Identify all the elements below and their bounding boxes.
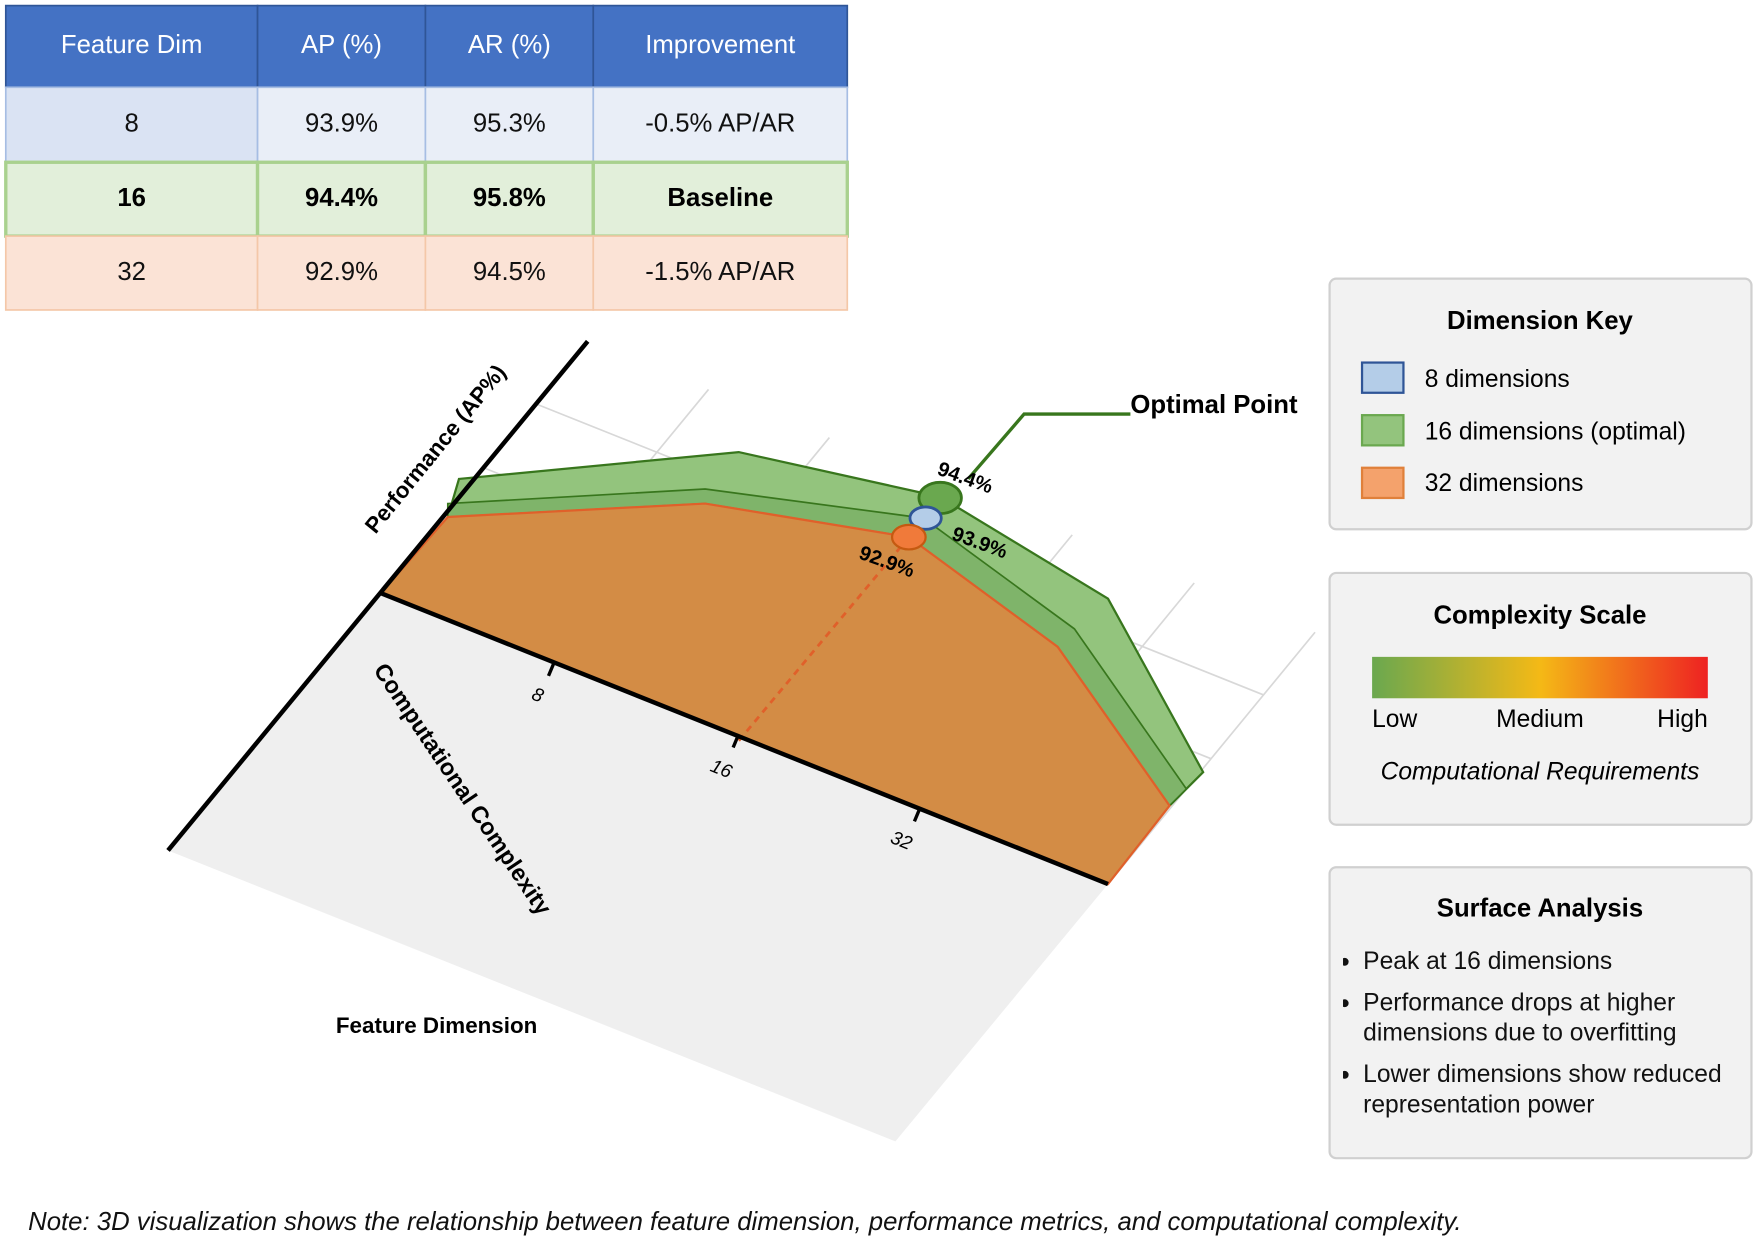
legend-label: 32 dimensions — [1425, 470, 1584, 497]
panel-title: Dimension Key — [1447, 307, 1633, 335]
bullet: Performance drops at higher dimensions d… — [1363, 987, 1746, 1047]
dimension-key-panel: Dimension Key 8 dimensions 16 dimensions… — [1328, 277, 1753, 531]
legend-swatch — [1360, 414, 1405, 447]
point-32 — [890, 523, 927, 551]
point-8 — [908, 505, 943, 531]
table-cell — [256, 4, 427, 89]
legend-swatch — [1360, 361, 1405, 394]
callout-label: Optimal Point — [1130, 391, 1298, 419]
scale-caption: Computational Requirements — [1381, 759, 1700, 786]
cell-text: -1.5% AP/AR — [645, 258, 795, 286]
table-cell — [4, 4, 259, 89]
cell-text: 8 — [125, 110, 139, 138]
scale-label: Low — [1372, 706, 1417, 733]
cell-text: 93.9% — [305, 110, 378, 138]
cell-text: 16 — [117, 184, 146, 212]
gradient-bar — [1372, 656, 1708, 699]
callout-line — [966, 412, 1131, 481]
axis-ticks — [546, 661, 922, 823]
panel — [1328, 277, 1753, 531]
bullet: Lower dimensions show reduced representa… — [1363, 1059, 1746, 1119]
panel-title: Surface Analysis — [1437, 895, 1643, 923]
scale-label: Medium — [1496, 706, 1584, 733]
cell-text: -0.5% AP/AR — [645, 110, 795, 138]
legend-label: 8 dimensions — [1425, 366, 1570, 393]
table-cell — [256, 235, 427, 311]
cell-text: 95.3% — [473, 110, 546, 138]
feature-axis — [379, 591, 1109, 887]
cell-text: 95.8% — [473, 184, 546, 212]
3d-plot: 8 16 32 Performance (AP%) Computational … — [166, 339, 1316, 1142]
table-cell — [255, 160, 428, 238]
cell-text: 32 — [117, 258, 146, 286]
bullet: Peak at 16 dimensions — [1363, 946, 1746, 976]
panel — [1328, 866, 1753, 1160]
cell-text: 94.4% — [305, 184, 378, 212]
complexity-panel: Complexity Scale Low Medium High Computa… — [1328, 571, 1753, 826]
bullet-list: Peak at 16 dimensions Performance drops … — [1343, 946, 1746, 1119]
table-cell — [592, 86, 849, 164]
header-cell-text: Improvement — [645, 31, 795, 59]
note: Note: 3D visualization shows the relatio… — [28, 1208, 1461, 1236]
cell-text: Baseline — [667, 184, 773, 212]
table-cell — [591, 160, 849, 238]
table-cell — [256, 86, 427, 164]
axis-label: Feature Dimension — [336, 1013, 537, 1038]
results-table: Feature Dim AP (%) AR (%) Improvement 8 93.9%… — [4, 4, 849, 311]
surface-32 — [378, 502, 1171, 886]
header-cell-text: Feature Dim — [61, 31, 203, 59]
performance-axis — [166, 339, 590, 852]
cell-text: 92.9% — [305, 258, 378, 286]
table-cell — [592, 235, 849, 311]
header-cell-text: AP (%) — [301, 31, 382, 59]
scale-label: High — [1657, 706, 1708, 733]
legend-swatch — [1360, 466, 1405, 500]
legend-label: 16 dimensions (optimal) — [1425, 419, 1686, 446]
panel-title: Complexity Scale — [1433, 601, 1646, 629]
table-cell — [4, 235, 259, 311]
panel — [1328, 571, 1753, 826]
surface-analysis-panel: Surface Analysis Peak at 16 dimensions P… — [1330, 867, 1752, 1158]
table-cell — [424, 4, 595, 89]
cell-text: 94.5% — [473, 258, 546, 286]
floor-plane — [168, 593, 1109, 1142]
table-cell — [592, 4, 849, 89]
header-cell-text: AR (%) — [468, 31, 551, 59]
bullet-box: Peak at 16 dimensions Performance drops … — [1343, 946, 1746, 1159]
